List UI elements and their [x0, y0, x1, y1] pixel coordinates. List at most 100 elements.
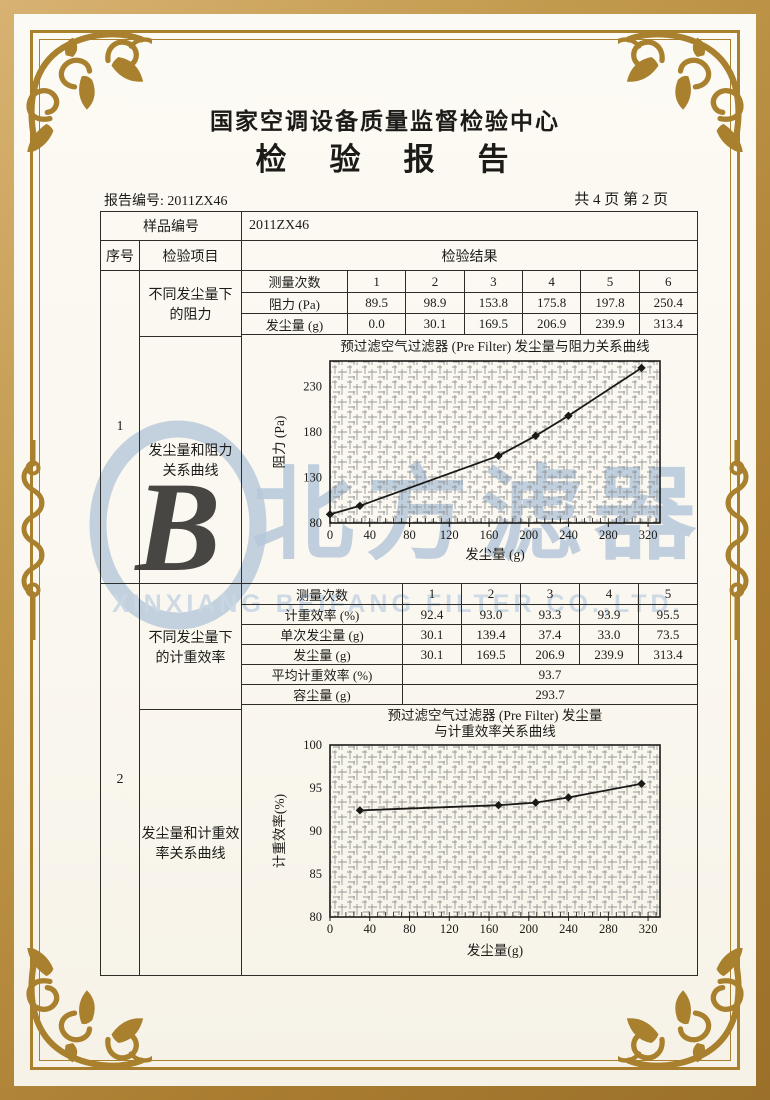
sample-value-cell: 2011ZX46 — [241, 212, 697, 240]
svg-text:320: 320 — [639, 922, 658, 936]
corner-flourish-icon — [618, 31, 744, 152]
svg-text:240: 240 — [559, 528, 578, 542]
table-cell: 测量次数 — [295, 587, 348, 603]
svg-text:160: 160 — [480, 922, 499, 936]
table-cell: 239.9 — [579, 645, 638, 664]
table-cell: 计重效率 (%) — [284, 608, 360, 623]
measurement-row: 测量次数 1 2 3 4 5 — [242, 584, 697, 604]
svg-text:85: 85 — [310, 867, 323, 881]
table-cell: 单次发尘量 (g) — [280, 628, 364, 643]
sample-row: 样品编号 2011ZX46 — [101, 212, 697, 240]
table-cell: 139.4 — [461, 625, 520, 644]
svg-text:280: 280 — [599, 528, 618, 542]
table-cell: 3 — [463, 271, 522, 292]
inspection-result-table: 样品编号 2011ZX46 序号 检验项目 检验结果 1 不同发尘量下 的阻力 … — [100, 211, 698, 976]
table-cell: 250.4 — [638, 293, 697, 313]
table-cell: 73.5 — [638, 625, 697, 644]
organization-title: 国家空调设备质量监督检验中心 — [210, 109, 560, 134]
svg-text:发尘量(g): 发尘量(g) — [467, 943, 523, 958]
curve-label: 发尘量和计重效 率关系曲线 — [141, 826, 240, 862]
table-cell: 30.1 — [402, 645, 461, 664]
result-column: 测量次数 1 2 3 4 5 计重效率 (%) 92.4 93.0 93.3 93.9 95.5 单次发… — [241, 584, 697, 975]
svg-text:200: 200 — [519, 922, 538, 936]
svg-text:0: 0 — [327, 528, 333, 542]
report-title: 检 验 报 告 — [255, 142, 515, 177]
item-label: 不同发尘量下 的阻力 — [140, 271, 241, 337]
table-cell: 0.0 — [347, 314, 405, 334]
svg-text:发尘量 (g): 发尘量 (g) — [465, 547, 525, 562]
measurement-row: 单次发尘量 (g) 30.1 139.4 37.4 33.0 73.5 — [242, 624, 697, 644]
measurement-row: 发尘量 (g) 0.0 30.1 169.5 206.9 239.9 313.4 — [242, 313, 697, 334]
section-row-resistance: 1 不同发尘量下 的阻力 发尘量和阻力 关系曲线 测量次数 1 2 3 4 5 6 阻力 (P… — [101, 270, 697, 583]
svg-text:180: 180 — [303, 425, 322, 439]
svg-text:80: 80 — [310, 910, 323, 924]
table-cell: 175.8 — [521, 293, 580, 313]
table-cell: 93.0 — [461, 605, 520, 624]
col-header-result: 检验结果 — [241, 241, 697, 270]
svg-text:280: 280 — [599, 922, 618, 936]
svg-text:120: 120 — [440, 922, 459, 936]
table-cell: 30.1 — [405, 314, 463, 334]
table-cell: 93.9 — [579, 605, 638, 624]
table-cell: 293.7 — [402, 685, 697, 704]
measurement-row: 阻力 (Pa) 89.5 98.9 153.8 175.8 197.8 250.4 — [242, 292, 697, 313]
svg-text:320: 320 — [639, 528, 658, 542]
measurement-row: 容尘量 (g) 293.7 — [242, 684, 697, 704]
table-cell: 2 — [461, 584, 520, 604]
col-header-item: 检验项目 — [139, 241, 241, 270]
efficiency-measurements-table: 测量次数 1 2 3 4 5 计重效率 (%) 92.4 93.0 93.3 93.9 95.5 单次发… — [242, 584, 697, 705]
svg-text:预过滤空气过滤器 (Pre Filter) 发尘量与阻力关系: 预过滤空气过滤器 (Pre Filter) 发尘量与阻力关系曲线 — [340, 339, 649, 354]
seq-cell: 2 — [116, 771, 124, 787]
svg-text:200: 200 — [519, 528, 538, 542]
measurement-row: 计重效率 (%) 92.4 93.0 93.3 93.9 95.5 — [242, 604, 697, 624]
svg-text:240: 240 — [559, 922, 578, 936]
table-cell: 阻力 (Pa) — [269, 296, 320, 312]
table-cell: 93.7 — [402, 665, 697, 684]
svg-text:80: 80 — [310, 516, 323, 530]
efficiency-curve-chart: 0 40 80 120 160 200 240 280 320 80 85 90 95 100 预过滤空气过… — [271, 708, 661, 958]
table-cell: 206.9 — [521, 314, 580, 334]
corner-flourish-icon — [618, 948, 744, 1069]
table-cell: 98.9 — [405, 293, 463, 313]
table-cell: 测量次数 — [268, 275, 321, 290]
table-cell: 5 — [580, 271, 638, 292]
table-cell: 239.9 — [580, 314, 638, 334]
table-cell: 2 — [405, 271, 463, 292]
page-indicator: 共 4 页 第 2 页 — [574, 192, 668, 208]
item-label: 不同发尘量下 的计重效率 — [140, 584, 241, 710]
table-cell: 5 — [638, 584, 697, 604]
table-cell: 发尘量 (g) — [293, 648, 351, 663]
seq-cell: 1 — [116, 419, 124, 434]
svg-text:阻力 (Pa): 阻力 (Pa) — [272, 416, 287, 469]
svg-text:100: 100 — [303, 738, 322, 752]
table-cell: 95.5 — [638, 605, 697, 624]
table-cell: 169.5 — [461, 645, 520, 664]
table-cell: 313.4 — [638, 314, 697, 334]
svg-text:80: 80 — [403, 922, 416, 936]
resistance-curve-chart: 0 40 80 120 160 200 240 280 320 80 130 180 230 预过滤空气过… — [272, 339, 661, 562]
svg-text:120: 120 — [440, 528, 459, 542]
table-cell: 6 — [638, 271, 697, 292]
svg-text:90: 90 — [310, 824, 323, 838]
section-row-efficiency: 2 不同发尘量下 的计重效率 发尘量和计重效 率关系曲线 测量次数 1 2 3 4 5 计重… — [101, 583, 697, 975]
measurement-row: 平均计重效率 (%) 93.7 — [242, 664, 697, 684]
table-cell: 92.4 — [402, 605, 461, 624]
svg-text:0: 0 — [327, 922, 333, 936]
item-column: 不同发尘量下 的计重效率 发尘量和计重效 率关系曲线 — [139, 584, 241, 975]
table-cell: 1 — [402, 584, 461, 604]
table-cell: 197.8 — [580, 293, 638, 313]
table-cell: 30.1 — [402, 625, 461, 644]
table-cell: 发尘量 (g) — [265, 317, 324, 333]
table-cell: 1 — [347, 271, 405, 292]
table-cell: 容尘量 (g) — [293, 688, 351, 703]
svg-text:计重效率(%): 计重效率(%) — [271, 794, 287, 868]
corner-flourish-icon — [26, 948, 152, 1069]
svg-text:预过滤空气过滤器 (Pre Filter) 发尘量: 预过滤空气过滤器 (Pre Filter) 发尘量 — [388, 708, 603, 723]
measurement-row: 发尘量 (g) 30.1 169.5 206.9 239.9 313.4 — [242, 644, 697, 664]
svg-text:230: 230 — [303, 379, 322, 393]
svg-text:40: 40 — [364, 922, 377, 936]
svg-text:160: 160 — [480, 528, 499, 542]
sample-label-cell: 样品编号 — [143, 220, 199, 235]
